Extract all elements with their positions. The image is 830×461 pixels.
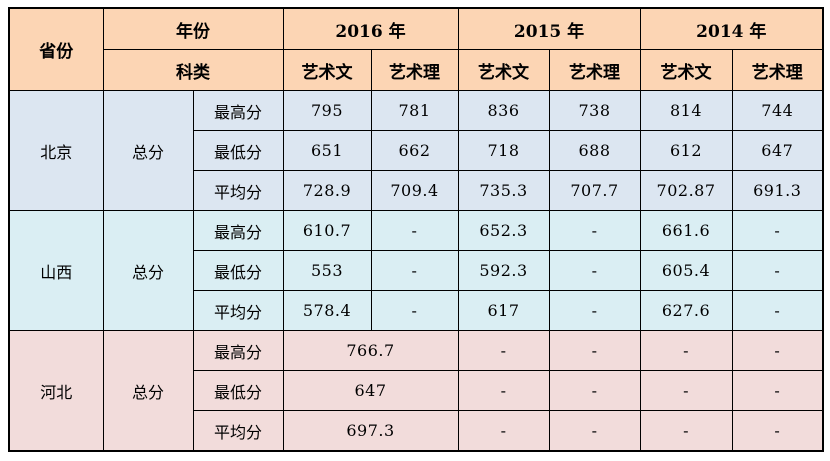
value-cell: -	[370, 210, 459, 251]
table-header: 省份 年份 2016 年 2015 年 2014 年 科类 艺术文 艺术理 艺术…	[8, 7, 824, 91]
value-cell: 647	[731, 130, 824, 171]
value-cell: -	[639, 410, 733, 452]
value-cell: 781	[370, 90, 459, 131]
table-row-shanxi-min: 最低分 553 - 592.3 - 605.4 -	[9, 250, 824, 291]
category-cell-shanxi: 总分	[102, 210, 194, 331]
province-cell-hebei: 河北	[8, 330, 104, 452]
value-cell: 688	[548, 130, 641, 171]
value-cell: 707.7	[548, 170, 641, 211]
table-row-hebei-min: 最低分 647 - - - -	[9, 370, 824, 411]
table-row-beijing-avg: 平均分 728.9 709.4 735.3 707.7 702.87 691.3	[9, 170, 824, 211]
value-cell: 578.4	[282, 290, 372, 331]
header-province: 省份	[8, 7, 104, 91]
value-cell: -	[457, 370, 550, 411]
admission-score-table: 省份 年份 2016 年 2015 年 2014 年 科类 艺术文 艺术理 艺术…	[8, 7, 825, 452]
row-label-cell: 最高分	[192, 90, 284, 131]
value-cell: -	[457, 410, 550, 452]
header-year-2015: 2015 年	[457, 7, 641, 50]
value-cell: -	[548, 210, 641, 251]
table-row-hebei-max: 河北 总分 最高分 766.7 - - - -	[8, 330, 824, 452]
header-2015-arts-lit: 艺术文	[457, 49, 550, 91]
value-cell: 836	[457, 90, 550, 131]
value-cell: -	[370, 290, 459, 331]
value-cell: -	[731, 410, 824, 452]
row-label-cell: 平均分	[192, 290, 284, 331]
value-cell: -	[639, 330, 733, 371]
value-cell: 702.87	[639, 170, 733, 211]
value-cell: -	[639, 370, 733, 411]
value-cell: -	[548, 290, 641, 331]
value-cell: 795	[282, 90, 372, 131]
header-year-2016: 2016 年	[282, 7, 459, 50]
category-cell-hebei: 总分	[102, 330, 194, 452]
header-2016-arts-sci: 艺术理	[370, 49, 459, 91]
value-cell: 814	[639, 90, 733, 131]
header-year: 年份	[102, 7, 284, 50]
value-cell: 592.3	[457, 250, 550, 291]
category-cell-beijing: 总分	[102, 90, 194, 211]
value-cell: 610.7	[282, 210, 372, 251]
value-cell: 728.9	[282, 170, 372, 211]
value-cell: -	[731, 210, 824, 251]
row-label-cell: 平均分	[192, 170, 284, 211]
value-cell: 744	[731, 90, 824, 131]
table-row-beijing-min: 最低分 651 662 718 688 612 647	[9, 130, 824, 171]
table-row-hebei-avg: 平均分 697.3 - - - -	[9, 410, 824, 452]
province-cell-shanxi: 山西	[8, 210, 104, 331]
header-2014-arts-sci: 艺术理	[731, 49, 824, 91]
value-cell: 651	[282, 130, 372, 171]
value-cell: 718	[457, 130, 550, 171]
row-label-cell: 最高分	[192, 210, 284, 251]
value-cell: -	[457, 330, 550, 371]
value-cell: 738	[548, 90, 641, 131]
row-label-cell: 最低分	[192, 370, 284, 411]
value-cell-merged-2016: 697.3	[282, 410, 459, 452]
row-label-cell: 平均分	[192, 410, 284, 452]
table-row-shanxi-avg: 平均分 578.4 - 617 - 627.6 -	[9, 290, 824, 331]
value-cell: -	[548, 370, 641, 411]
table-row-shanxi-max: 山西 总分 最高分 610.7 - 652.3 - 661.6 -	[8, 210, 824, 331]
value-cell-merged-2016: 647	[282, 370, 459, 411]
header-2014-arts-lit: 艺术文	[639, 49, 733, 91]
value-cell: 553	[282, 250, 372, 291]
value-cell: -	[548, 330, 641, 371]
value-cell: 661.6	[639, 210, 733, 251]
value-cell: -	[548, 410, 641, 452]
value-cell: -	[370, 250, 459, 291]
header-2016-arts-lit: 艺术文	[282, 49, 372, 91]
value-cell: 612	[639, 130, 733, 171]
header-year-2014: 2014 年	[639, 7, 824, 50]
value-cell: 709.4	[370, 170, 459, 211]
value-cell: -	[731, 250, 824, 291]
table-row-beijing-max: 北京 总分 最高分 795 781 836 738 814 744	[8, 90, 824, 211]
value-cell: -	[548, 250, 641, 291]
row-label-cell: 最低分	[192, 130, 284, 171]
value-cell: 662	[370, 130, 459, 171]
value-cell: -	[731, 290, 824, 331]
value-cell: 617	[457, 290, 550, 331]
row-label-cell: 最高分	[192, 330, 284, 371]
value-cell: -	[731, 330, 824, 371]
value-cell: 735.3	[457, 170, 550, 211]
value-cell: 605.4	[639, 250, 733, 291]
value-cell-merged-2016: 766.7	[282, 330, 459, 371]
header-category: 科类	[102, 49, 284, 91]
row-label-cell: 最低分	[192, 250, 284, 291]
value-cell: 627.6	[639, 290, 733, 331]
province-cell-beijing: 北京	[8, 90, 104, 211]
value-cell: -	[731, 370, 824, 411]
header-2015-arts-sci: 艺术理	[548, 49, 641, 91]
value-cell: 691.3	[731, 170, 824, 211]
value-cell: 652.3	[457, 210, 550, 251]
